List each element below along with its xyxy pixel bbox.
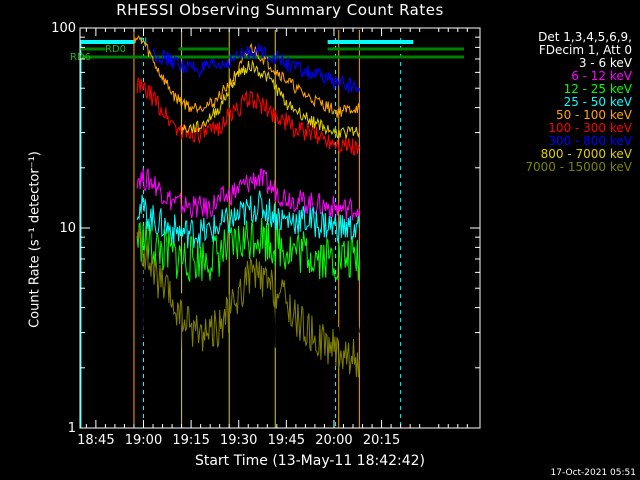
legend-entry-3-6: 3 - 6 keV xyxy=(578,56,632,70)
x-tick-label: 20:00 xyxy=(315,433,352,448)
x-tick-label: 18:45 xyxy=(77,433,114,448)
x-tick-label: 19:45 xyxy=(268,433,305,448)
series-line xyxy=(136,227,360,378)
legend-entry-300-800: 300 - 800 keV xyxy=(548,134,632,148)
chart-title: RHESSI Observing Summary Count Rates xyxy=(116,1,444,19)
x-tick-label: 19:00 xyxy=(125,433,162,448)
rd6-label: RD6 xyxy=(70,52,91,63)
legend-entry-25-50: 25 - 50 keV xyxy=(563,95,632,109)
render-timestamp: 17-Oct-2021 05:51 xyxy=(550,468,636,478)
series-line xyxy=(136,254,360,372)
legend-entry-800-7000: 800 - 7000 keV xyxy=(540,147,632,161)
series-line xyxy=(136,77,360,156)
legend-header-line-1: Det 1,3,4,5,6,9, xyxy=(538,30,632,44)
x-axis-label: Start Time (13-May-11 18:42:42) xyxy=(194,453,426,469)
legend-entry-100-300: 100 - 300 keV xyxy=(548,121,632,135)
rd0-label: RD0 xyxy=(105,44,126,55)
legend-entry-7000-15000: 7000 - 15000 keV xyxy=(525,160,632,174)
legend-entry-12-25: 12 - 25 keV xyxy=(563,82,632,96)
y-tick-label: 1 xyxy=(68,421,76,436)
y-tick-label: 10 xyxy=(59,221,76,236)
series-line xyxy=(133,35,360,118)
x-tick-label: 19:15 xyxy=(172,433,209,448)
y-tick-label: 100 xyxy=(51,21,76,36)
legend-header-line-2: FDecim 1, Att 0 xyxy=(538,43,632,57)
legend-entry-50-100: 50 - 100 keV xyxy=(555,108,632,122)
legend-entry-6-12: 6 - 12 keV xyxy=(571,69,632,83)
series-line xyxy=(181,59,360,140)
x-tick-label: 19:30 xyxy=(220,433,257,448)
x-tick-label: 20:15 xyxy=(363,433,400,448)
series-line xyxy=(152,43,360,94)
series-line xyxy=(136,190,360,249)
series-line xyxy=(136,167,360,221)
